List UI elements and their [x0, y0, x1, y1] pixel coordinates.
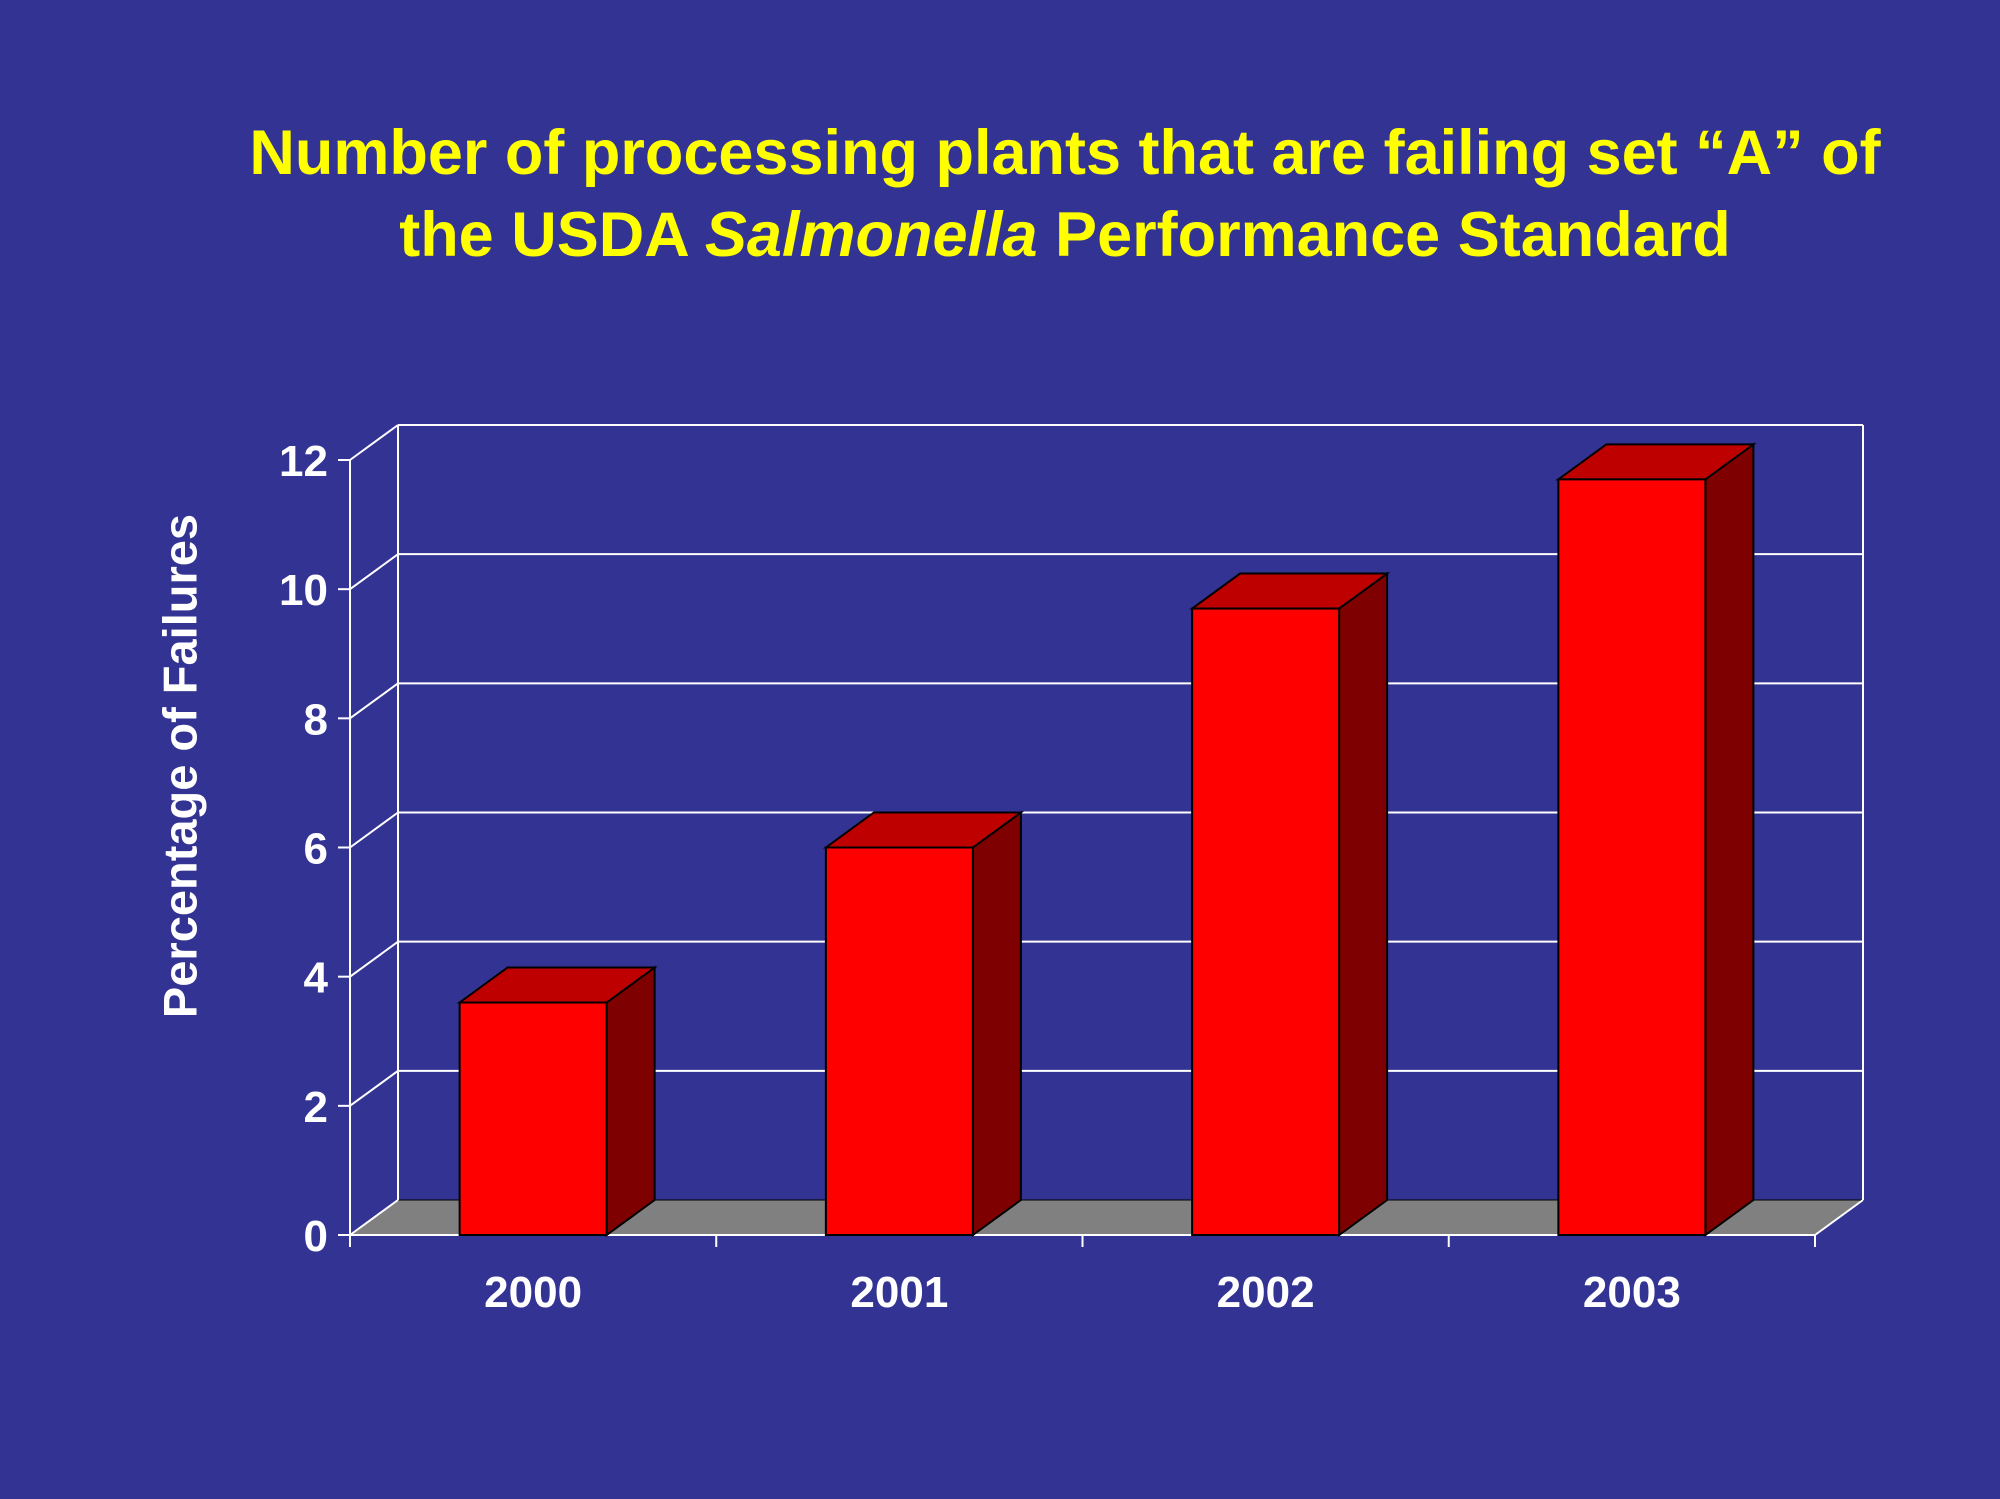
gridline-side: [349, 553, 399, 590]
chart-title: Number of processing plants that are fai…: [80, 112, 2000, 276]
title-line-2-italic: Salmonella: [704, 200, 1038, 270]
x-tick-label-2003: 2003: [1583, 1268, 1681, 1317]
bar-side-2003: [1704, 442, 1755, 1237]
x-tick-label-2002: 2002: [1217, 1268, 1315, 1317]
bar-2001: [824, 846, 974, 1236]
y-tick-label: 6: [304, 825, 328, 874]
gridline-side: [349, 1070, 399, 1107]
y-tick-label: 4: [304, 954, 329, 1003]
bar-side-2000: [605, 965, 656, 1237]
bar-2000: [458, 1001, 608, 1236]
title-line-2-post: Performance Standard: [1037, 200, 1731, 270]
gridline-side: [349, 1199, 399, 1236]
gridline-side: [349, 682, 399, 720]
x-tick-label-2000: 2000: [484, 1268, 582, 1317]
x-tick-label-2001: 2001: [850, 1268, 948, 1317]
y-tick-label: 2: [304, 1083, 328, 1132]
title-line-1: Number of processing plants that are fai…: [249, 118, 1881, 188]
title-line-2-pre: the USDA: [399, 200, 705, 270]
y-tick-label: 10: [279, 566, 328, 615]
y-tick-label: 12: [279, 437, 328, 486]
gridline-side: [349, 811, 399, 849]
floor-right-edge: [1814, 1199, 1864, 1236]
bar-2003: [1557, 478, 1707, 1236]
y-tick-label: 8: [304, 695, 328, 744]
bar-side-2002: [1338, 571, 1389, 1237]
bar-2002: [1191, 607, 1341, 1236]
bar-side-2001: [971, 810, 1022, 1237]
title-line-2: the USDA Salmonella Performance Standard: [80, 194, 2000, 276]
gridline-side: [349, 424, 399, 461]
gridline-side: [349, 940, 399, 978]
y-tick-label: 0: [304, 1212, 328, 1261]
